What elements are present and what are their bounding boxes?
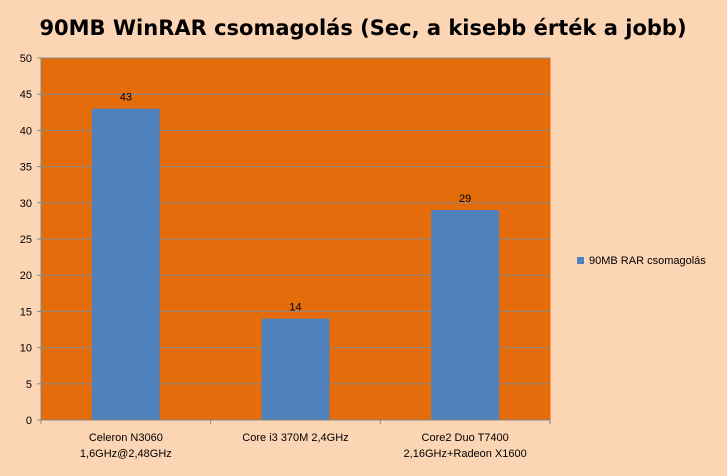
- data-label: 29: [459, 193, 471, 205]
- y-tick-label: 25: [20, 234, 32, 246]
- x-category-label: 1,6GHz@2,48GHz: [80, 448, 172, 460]
- y-tick-label: 50: [20, 53, 32, 65]
- y-tick-label: 40: [20, 125, 32, 137]
- y-tick-label: 15: [20, 306, 32, 318]
- x-category-label: Celeron N3060: [89, 432, 163, 444]
- y-tick-labels: 0 5 10 15 20 25 30 35 40 45 50: [20, 53, 41, 427]
- y-tick-label: 10: [20, 343, 32, 355]
- bar: [431, 210, 500, 420]
- legend-label: 90MB RAR csomagolás: [589, 255, 706, 267]
- legend-swatch: [577, 257, 584, 264]
- x-category-label: Core2 Duo T7400: [422, 432, 509, 444]
- x-category-labels: Celeron N3060 1,6GHz@2,48GHz Core i3 370M …: [40, 420, 551, 460]
- bars: [91, 108, 500, 421]
- legend: 90MB RAR csomagolás: [577, 255, 706, 267]
- x-category-label: 2,16GHz+Radeon X1600: [404, 448, 527, 460]
- data-label: 14: [289, 302, 301, 314]
- y-tick-label: 45: [20, 89, 32, 101]
- y-tick-label: 20: [20, 270, 32, 282]
- y-tick-label: 0: [26, 415, 32, 427]
- y-tick-label: 30: [20, 198, 32, 210]
- y-tick-label: 35: [20, 162, 32, 174]
- y-tick-label: 5: [26, 379, 32, 391]
- data-label: 43: [120, 92, 132, 104]
- bar: [91, 108, 160, 421]
- chart-title: 90MB WinRAR csomagolás (Sec, a kisebb ér…: [39, 16, 686, 40]
- bar: [261, 318, 330, 420]
- data-labels: 43 14 29: [120, 92, 472, 314]
- x-category-label: Core i3 370M 2,4GHz: [242, 432, 348, 444]
